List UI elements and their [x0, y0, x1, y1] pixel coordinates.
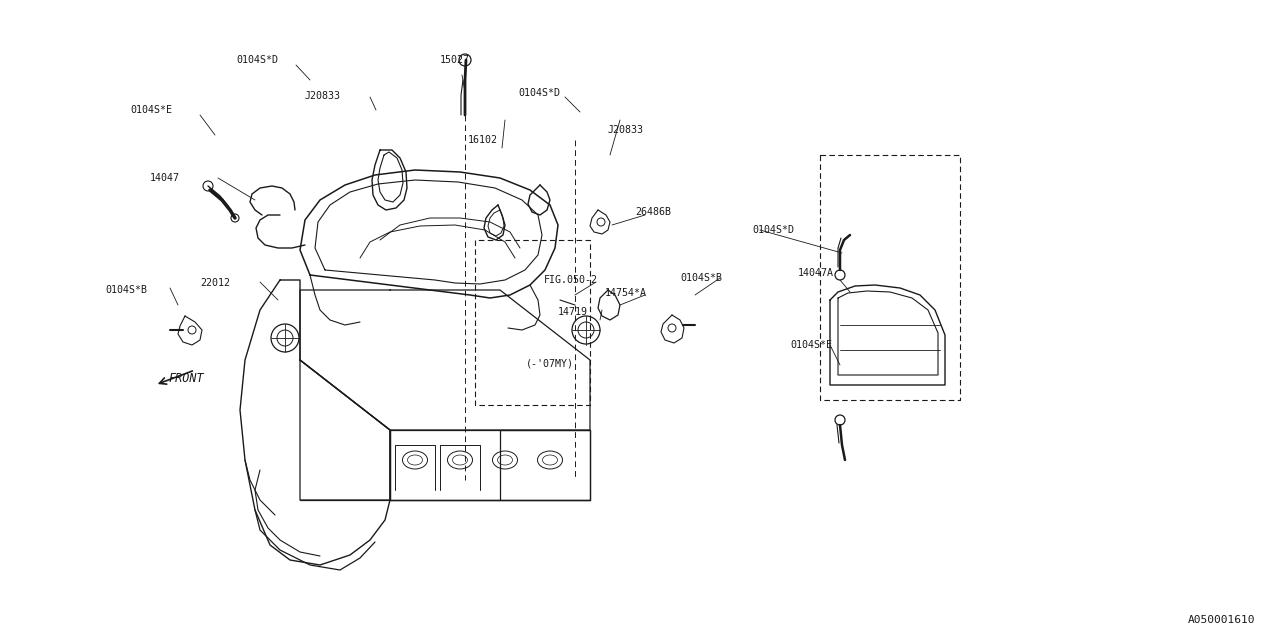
Text: (-'07MY): (-'07MY) — [526, 358, 573, 368]
Text: 16102: 16102 — [468, 135, 498, 145]
Text: 15027: 15027 — [440, 55, 470, 65]
Text: 14047: 14047 — [150, 173, 180, 183]
Text: FRONT: FRONT — [168, 371, 204, 385]
Text: 14754*A: 14754*A — [605, 288, 646, 298]
Text: A050001610: A050001610 — [1188, 615, 1254, 625]
Text: 0104S*D: 0104S*D — [753, 225, 794, 235]
Text: 0104S*E: 0104S*E — [131, 105, 172, 115]
Text: 22012: 22012 — [200, 278, 230, 288]
Text: 0104S*D: 0104S*D — [236, 55, 278, 65]
Text: 26486B: 26486B — [635, 207, 671, 217]
Text: J20833: J20833 — [305, 91, 340, 101]
Text: 14047A: 14047A — [797, 268, 835, 278]
Text: 0104S*B: 0104S*B — [105, 285, 147, 295]
Text: 0104S*D: 0104S*D — [518, 88, 561, 98]
Text: J20833: J20833 — [608, 125, 644, 135]
Text: 0104S*E: 0104S*E — [790, 340, 832, 350]
Text: 0104S*B: 0104S*B — [680, 273, 722, 283]
Text: FIG.050-2: FIG.050-2 — [544, 275, 598, 285]
Text: 14719: 14719 — [558, 307, 588, 317]
